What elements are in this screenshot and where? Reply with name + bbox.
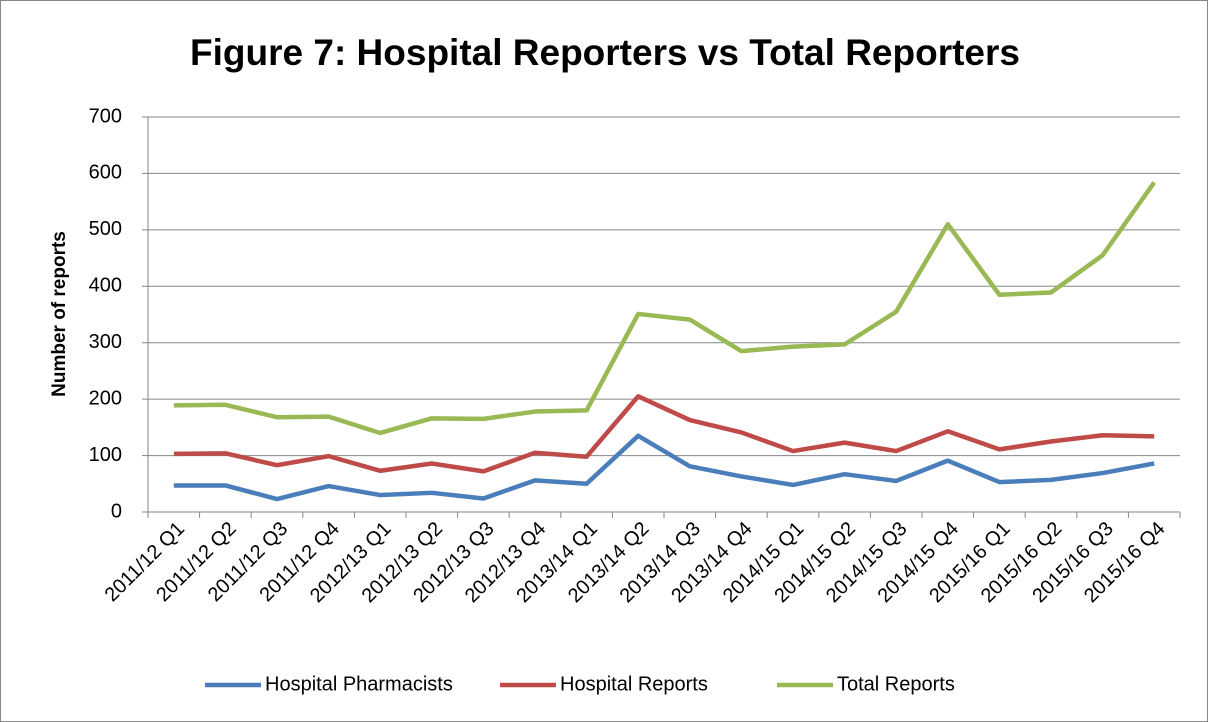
chart-title: Figure 7: Hospital Reporters vs Total Re…	[190, 32, 1020, 73]
y-tick-label: 600	[89, 162, 122, 184]
series-line	[173, 394, 1155, 474]
y-tick-label: 500	[89, 218, 122, 240]
series-line	[173, 181, 1157, 436]
y-axis-label: Number of reports	[49, 231, 70, 397]
y-tick-label: 100	[89, 444, 122, 466]
y-tick-label: 400	[89, 275, 122, 297]
y-tick-label: 700	[89, 105, 122, 127]
y-tick-label: 300	[89, 331, 122, 353]
series-line	[173, 433, 1155, 502]
legend-label: Hospital Reports	[560, 673, 708, 695]
y-tick-label: 0	[111, 500, 122, 522]
legend-label: Total Reports	[837, 673, 955, 695]
legend-label: Hospital Pharmacists	[265, 673, 453, 695]
y-tick-label: 200	[89, 387, 122, 409]
